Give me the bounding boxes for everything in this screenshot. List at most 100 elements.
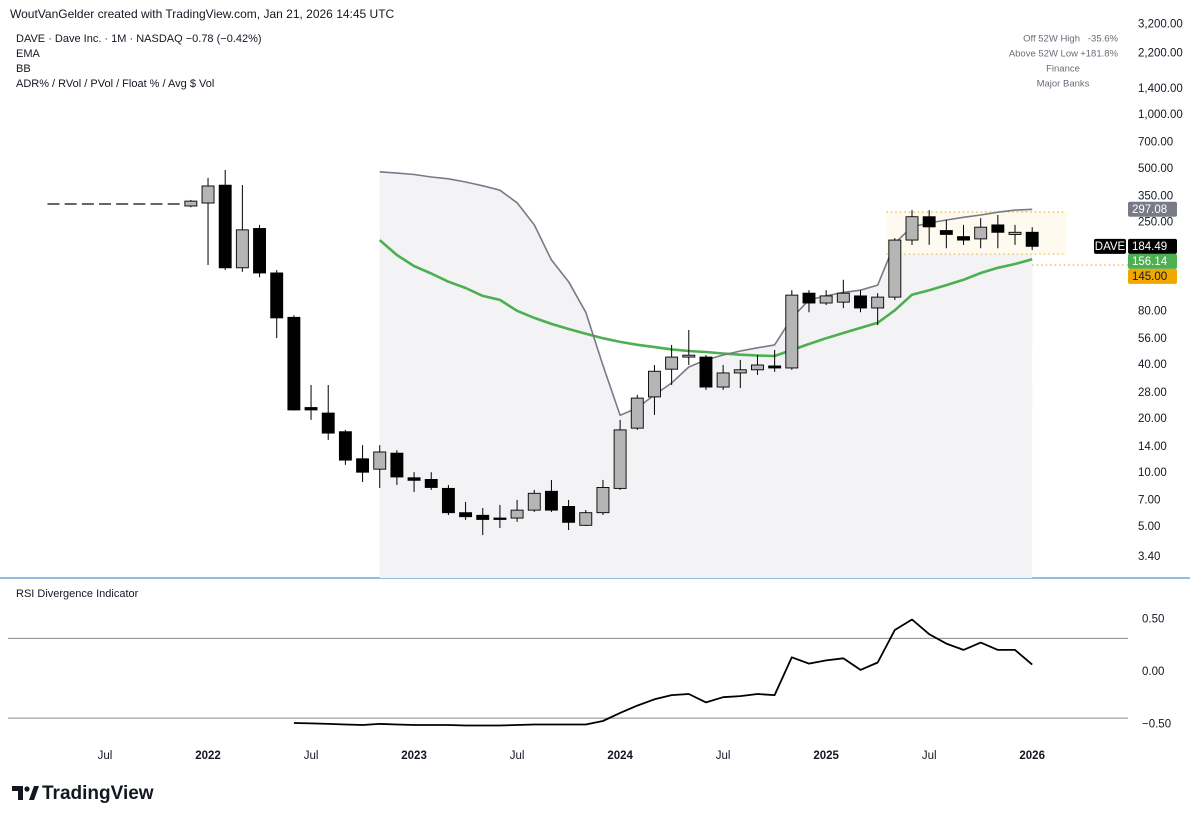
x-tick-label: Jul — [304, 750, 319, 762]
candle-body — [682, 354, 696, 358]
candle-body — [544, 490, 558, 511]
ticker-label: DAVE — [1095, 241, 1126, 253]
candle-body — [905, 216, 919, 241]
candle-body — [493, 517, 507, 520]
candle-body — [733, 369, 747, 374]
info-value: +181.8% — [1080, 49, 1118, 60]
candle-body — [974, 226, 988, 240]
candle-body — [991, 224, 1005, 233]
candle-body — [390, 452, 404, 478]
x-tick-label: 2026 — [1019, 750, 1045, 762]
industry: Major Banks — [1037, 79, 1090, 90]
candle-body — [424, 479, 438, 488]
indicator-label: ADR% / RVol / PVol / Float % / Avg $ Vol — [16, 78, 214, 90]
candle-body — [819, 295, 833, 304]
candle-body — [356, 458, 370, 473]
candle-body — [270, 272, 284, 319]
indicator-line — [378, 239, 1033, 358]
candle-body — [957, 236, 970, 241]
candle-body — [201, 185, 215, 204]
candle-body — [836, 292, 850, 303]
candle-body — [579, 512, 593, 526]
candle-body — [562, 506, 576, 523]
candle-body — [1025, 231, 1039, 247]
candle-body — [613, 429, 627, 489]
info-label: Above 52W Low — [1009, 49, 1078, 60]
y-tick-label: 700.00 — [1138, 137, 1173, 149]
candle-body — [235, 229, 249, 269]
price-badge — [1128, 253, 1177, 269]
y-tick-label: 350.00 — [1138, 191, 1173, 203]
indicator-label: EMA — [16, 48, 41, 60]
y-tick-label: 1,000.00 — [1138, 109, 1183, 121]
x-tick-label: 2025 — [813, 750, 839, 762]
candle-body — [441, 487, 455, 514]
y-tick-label: 10.00 — [1138, 467, 1167, 479]
y-tick-label: 28.00 — [1138, 387, 1167, 399]
price-badge — [1128, 201, 1177, 217]
x-tick-label: 2023 — [401, 750, 427, 762]
candle-body — [888, 239, 902, 298]
candle-body — [768, 365, 782, 369]
candle-body — [338, 431, 352, 461]
info-label: Off 52W High — [1023, 34, 1080, 45]
y-tick-label: 20.00 — [1138, 413, 1167, 425]
price-badge-label: 297.08 — [1132, 204, 1167, 216]
sector: Finance — [1046, 64, 1080, 75]
price-badge-label: 145.00 — [1132, 271, 1167, 283]
x-tick-label: Jul — [716, 750, 731, 762]
candle-body — [648, 370, 661, 398]
candle-body — [218, 184, 232, 269]
candle-body — [510, 509, 524, 519]
candle-body — [871, 296, 885, 309]
indicator-label: BB — [16, 63, 31, 75]
candle-body — [630, 397, 644, 429]
candle-body — [1008, 231, 1022, 235]
y-tick-label: 250.00 — [1138, 217, 1173, 229]
pane-title: RSI Divergence Indicator — [16, 588, 139, 600]
price-badge — [1128, 238, 1177, 254]
candle-body — [321, 412, 335, 434]
y-tick-label: 0.00 — [1142, 666, 1164, 678]
x-tick-label: 2024 — [607, 750, 633, 762]
ticker-badge — [1094, 238, 1126, 254]
y-tick-label: 5.00 — [1138, 521, 1160, 533]
y-tick-label: 40.00 — [1138, 359, 1167, 371]
brand-logo — [12, 786, 39, 800]
candle-body — [699, 356, 713, 388]
candle-body — [751, 364, 764, 371]
candle-body — [527, 492, 541, 511]
y-tick-label: 3.40 — [1138, 551, 1160, 563]
y-tick-label: 0.50 — [1142, 614, 1164, 626]
price-badge-label: 184.49 — [1132, 241, 1167, 253]
candle-body — [253, 228, 266, 274]
brand-name: TradingView — [42, 783, 154, 804]
y-tick-label: 3,200.00 — [1138, 19, 1183, 31]
candle-body — [373, 451, 387, 470]
candle-body — [665, 356, 679, 370]
candle-body — [407, 477, 421, 481]
candle-body — [304, 407, 318, 411]
y-tick-label: −0.50 — [1142, 718, 1171, 730]
price-badge — [1128, 268, 1177, 284]
rsi-line — [293, 618, 1033, 727]
candle-body — [785, 294, 799, 369]
x-tick-label: Jul — [510, 750, 525, 762]
candle-body — [716, 372, 730, 388]
y-tick-label: 1,400.00 — [1138, 83, 1183, 95]
y-tick-label: 80.00 — [1138, 305, 1167, 317]
price-badge-label: 156.14 — [1132, 256, 1168, 268]
x-tick-label: Jul — [98, 750, 113, 762]
candle-body — [184, 200, 198, 207]
candle-body — [939, 230, 953, 235]
info-value: -35.6% — [1088, 34, 1119, 45]
x-tick-label: 2022 — [195, 750, 221, 762]
attribution: WoutVanGelder created with TradingView.c… — [10, 7, 395, 21]
plot-layer — [47, 169, 1039, 536]
candle-body — [476, 514, 490, 520]
y-tick-label: 56.00 — [1138, 333, 1167, 345]
y-tick-label: 2,200.00 — [1138, 48, 1183, 60]
candle-body — [854, 295, 867, 309]
